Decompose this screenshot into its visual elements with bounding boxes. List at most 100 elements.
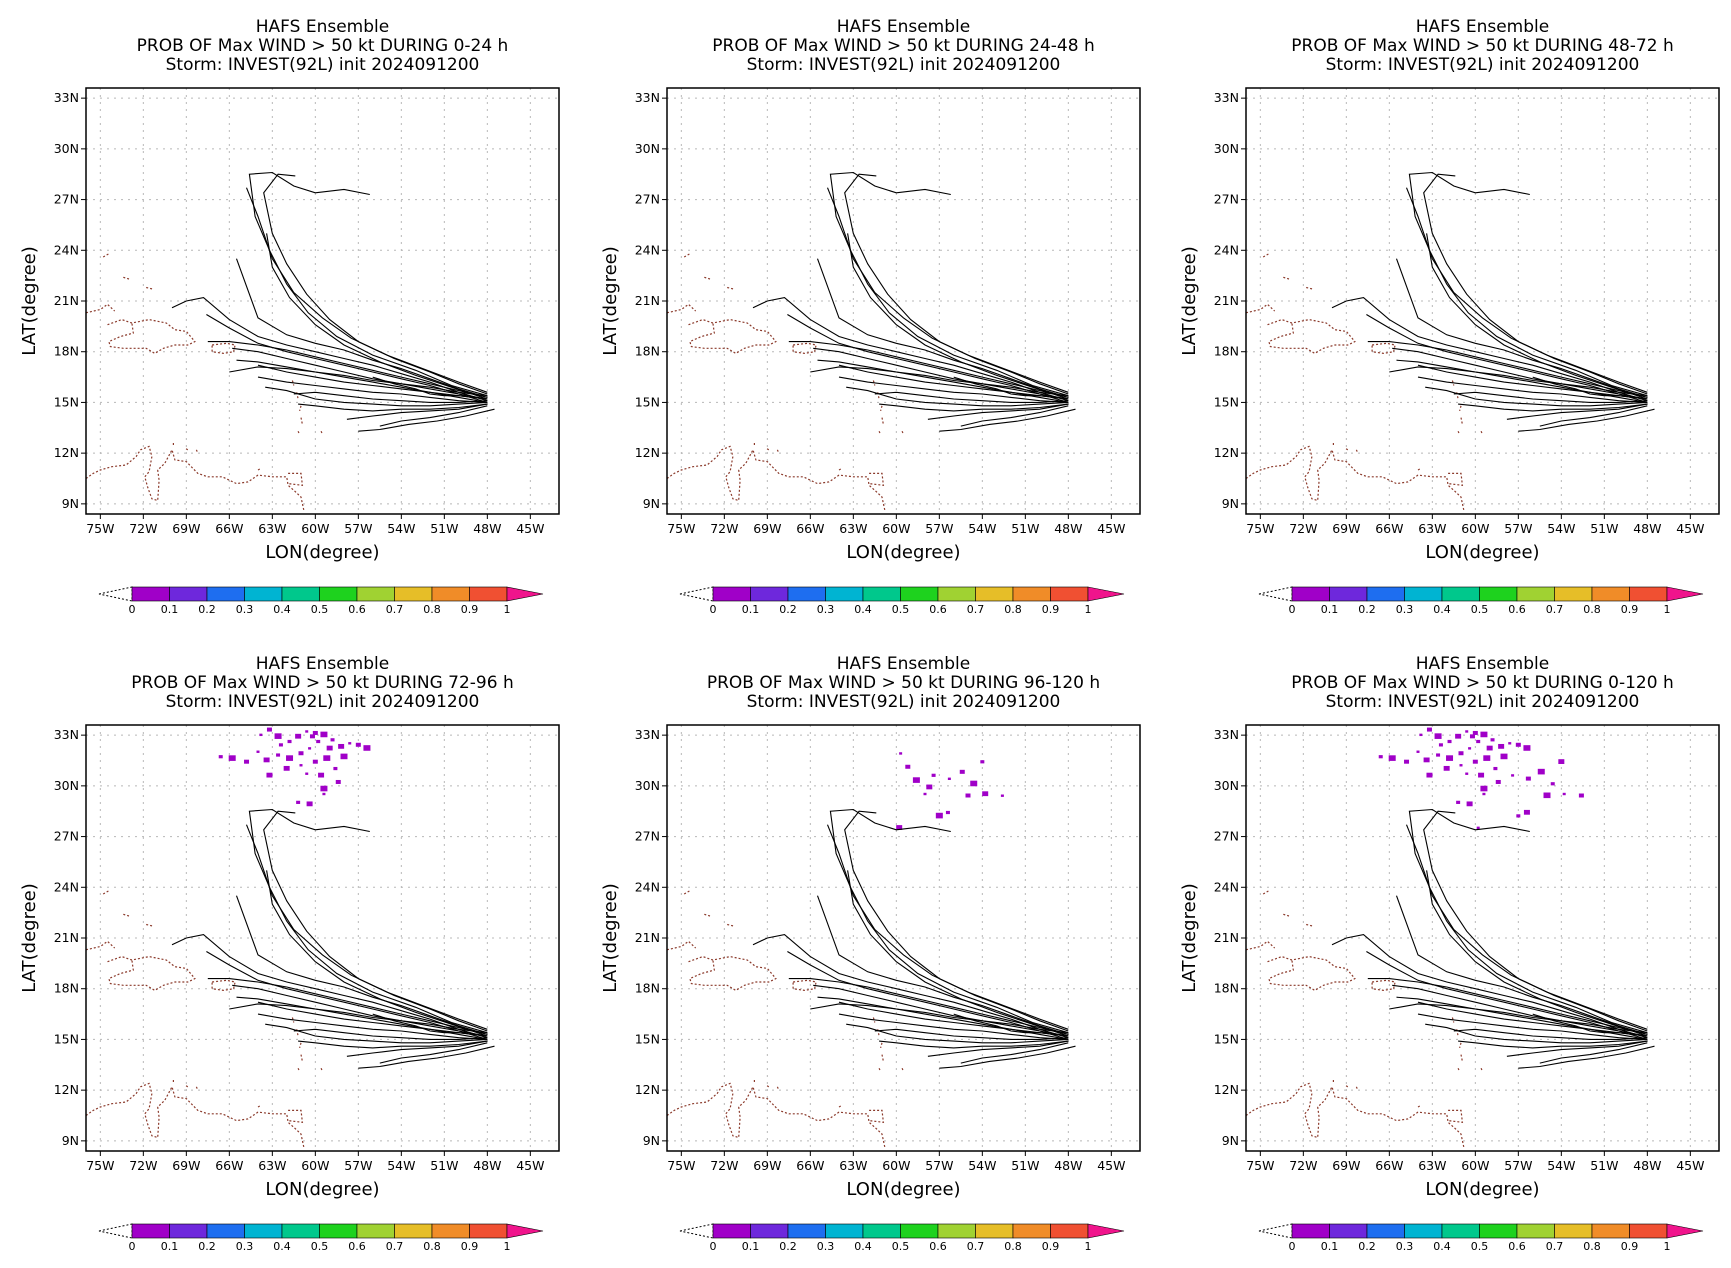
track-line [960, 405, 1069, 427]
colorbar-segment [787, 1223, 826, 1239]
panel-title-line-2: PROB OF Max WIND > 50 kt DURING 48-72 h [1291, 36, 1673, 56]
y-tick-label: 30N [635, 778, 660, 793]
x-tick-label: 51W [430, 521, 458, 536]
track-line [1417, 1013, 1648, 1040]
track-line [838, 1001, 1069, 1037]
y-tick-label: 12N [1214, 1082, 1239, 1097]
prob-patch [333, 766, 338, 771]
x-tick-label: 45W [1097, 1158, 1125, 1173]
colorbar-segment [750, 586, 789, 602]
prob-patch [1508, 742, 1512, 745]
track-line [293, 391, 488, 403]
x-axis-label: LON(degree) [1425, 1179, 1539, 1200]
coastline [1246, 940, 1276, 951]
prob-patch [312, 730, 318, 735]
y-tick-label: 9N [1222, 496, 1239, 511]
coastline [878, 1067, 882, 1072]
prob-patch [947, 777, 951, 780]
prob-patch [318, 772, 325, 778]
colorbar-tick-label: 0.1 [1321, 1240, 1339, 1253]
y-tick-label: 24N [635, 879, 660, 894]
coastline [872, 380, 876, 386]
track-line [1453, 1028, 1648, 1040]
y-tick-label: 27N [635, 829, 660, 844]
panel-title-line-3: Storm: INVEST(92L) init 2024091200 [747, 692, 1061, 712]
x-tick-label: 51W [1590, 521, 1618, 536]
colorbar-tick-label: 0 [710, 1240, 717, 1253]
colorbar-tick-label: 1 [1664, 1240, 1671, 1253]
prob-patch [1468, 747, 1472, 750]
x-tick-label: 60W [1461, 1158, 1489, 1173]
prob-patch [1465, 772, 1469, 775]
panel-title-line-1: HAFS Ensemble [256, 654, 389, 674]
coastline [1459, 405, 1462, 412]
y-tick-label: 27N [1214, 192, 1239, 207]
colorbar-lower-arrow [98, 586, 133, 602]
coastline [320, 430, 324, 435]
prob-patch [355, 742, 361, 747]
prob-patch [1378, 755, 1383, 759]
colorbar-tick-label: 0.9 [1621, 1240, 1639, 1253]
prob-patch [363, 745, 371, 751]
prob-patch [323, 755, 331, 761]
colorbar-segment [1050, 586, 1089, 602]
colorbar-segment [206, 586, 245, 602]
coastline [776, 1086, 780, 1091]
prob-patch [228, 755, 236, 761]
coastline [288, 1109, 304, 1123]
track-line [1392, 984, 1648, 1037]
track-line [813, 347, 1069, 400]
x-tick-label: 45W [1097, 521, 1125, 536]
coastline [880, 405, 883, 412]
colorbar-segment [1291, 586, 1330, 602]
map-content [1246, 171, 1655, 511]
colorbar: 0 0.1 0.2 0.3 0.4 0.5 0.6 0.7 0.8 0.9 1 [679, 1223, 1125, 1253]
panel-title-line-2: PROB OF Max WIND > 50 kt DURING 72-96 h [131, 673, 513, 693]
track-line [346, 1040, 488, 1057]
colorbar-segment [1366, 1223, 1405, 1239]
map-content [86, 727, 495, 1148]
track-line [927, 1040, 1069, 1057]
y-tick-label: 27N [54, 829, 79, 844]
track-line [1392, 347, 1648, 400]
coastline [872, 1017, 876, 1023]
track-line [787, 951, 1069, 1040]
prob-patch [263, 757, 270, 763]
colorbar-tick-label: 0.4 [273, 603, 291, 616]
colorbar-tick-label: 0.5 [892, 603, 910, 616]
y-tick-label: 18N [54, 981, 79, 996]
coastline [1355, 449, 1359, 454]
coastline [86, 940, 116, 951]
colorbar-segment [356, 1223, 395, 1239]
panel-title-line-3: Storm: INVEST(92L) init 2024091200 [1326, 55, 1640, 75]
prob-patch [309, 734, 315, 739]
track-line [838, 376, 1069, 403]
colorbar-tick-label: 0.9 [1042, 603, 1060, 616]
x-tick-label: 63W [839, 521, 867, 536]
colorbar-tick-label: 0 [129, 603, 136, 616]
coastline [901, 1067, 905, 1072]
prob-patch [959, 769, 965, 774]
prob-patch [1493, 766, 1498, 771]
coastline [683, 890, 691, 895]
colorbar-tick-label: 0.8 [423, 1240, 441, 1253]
prob-patch [1459, 764, 1463, 767]
track-line [1367, 341, 1648, 398]
coastline [102, 253, 110, 258]
x-tick-label: 75W [1246, 521, 1274, 536]
coastline [1460, 417, 1463, 425]
colorbar-segment [1591, 1223, 1630, 1239]
prob-patch [278, 743, 283, 747]
coastline [869, 472, 885, 486]
colorbar-tick-label: 0.4 [1433, 1240, 1451, 1253]
y-tick-label: 12N [54, 445, 79, 460]
colorbar-segment [712, 586, 751, 602]
y-tick-label: 30N [1214, 778, 1239, 793]
panel-title-line-2: PROB OF Max WIND > 50 kt DURING 96-120 h [707, 673, 1100, 693]
prob-patch [1578, 793, 1584, 798]
coastline [102, 890, 110, 895]
x-tick-label: 69W [172, 521, 200, 536]
colorbar-tick-label: 0.5 [311, 603, 329, 616]
